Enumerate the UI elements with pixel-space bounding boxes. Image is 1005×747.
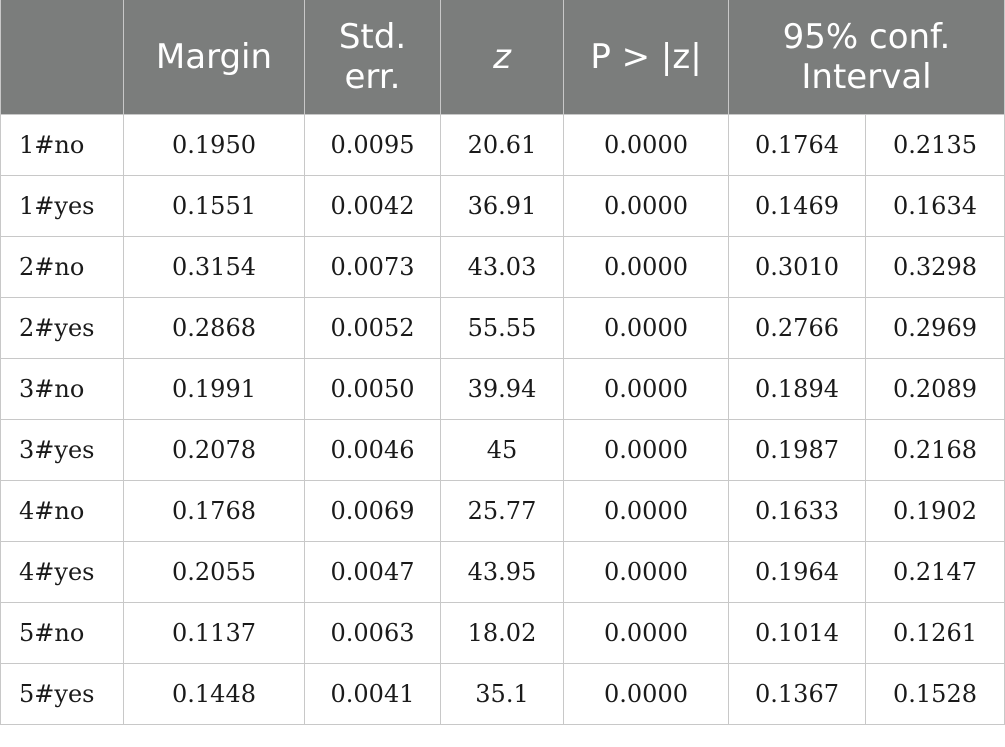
cell-std-err: 0.0073 xyxy=(304,235,441,298)
row-label: 2#yes xyxy=(0,296,124,359)
row-label: 5#yes xyxy=(0,662,124,725)
cell-ci-lower: 0.1469 xyxy=(728,174,866,237)
header-p-value: P > |z| xyxy=(563,0,729,115)
cell-z: 20.61 xyxy=(440,113,564,176)
row-label: 4#no xyxy=(0,479,124,542)
cell-p-value: 0.0000 xyxy=(563,479,729,542)
cell-ci-lower: 0.1014 xyxy=(728,601,866,664)
table-row: 3#yes 0.2078 0.0046 45 0.0000 0.1987 0.2168 xyxy=(0,418,1005,481)
cell-ci-upper: 0.2089 xyxy=(865,357,1005,420)
row-label: 2#no xyxy=(0,235,124,298)
cell-ci-lower: 0.1964 xyxy=(728,540,866,603)
row-label: 3#yes xyxy=(0,418,124,481)
cell-margin: 0.1137 xyxy=(123,601,305,664)
cell-std-err: 0.0047 xyxy=(304,540,441,603)
header-conf-interval: 95% conf. Interval xyxy=(728,0,1005,115)
row-label: 1#no xyxy=(0,113,124,176)
header-margin: Margin xyxy=(123,0,305,115)
table-row: 4#no 0.1768 0.0069 25.77 0.0000 0.1633 0.1902 xyxy=(0,479,1005,542)
cell-ci-upper: 0.3298 xyxy=(865,235,1005,298)
cell-p-value: 0.0000 xyxy=(563,662,729,725)
cell-z: 18.02 xyxy=(440,601,564,664)
table-row: 5#no 0.1137 0.0063 18.02 0.0000 0.1014 0.1261 xyxy=(0,601,1005,664)
table-body: 1#no 0.1950 0.0095 20.61 0.0000 0.1764 0.2135 1… xyxy=(0,113,1005,725)
cell-ci-lower: 0.1894 xyxy=(728,357,866,420)
cell-p-value: 0.0000 xyxy=(563,357,729,420)
table-row: 2#no 0.3154 0.0073 43.03 0.0000 0.3010 0.3298 xyxy=(0,235,1005,298)
margins-table: Margin Std. err. z P > |z| 95% conf. Int… xyxy=(0,0,1005,725)
cell-p-value: 0.0000 xyxy=(563,235,729,298)
cell-z: 45 xyxy=(440,418,564,481)
cell-margin: 0.1448 xyxy=(123,662,305,725)
cell-std-err: 0.0046 xyxy=(304,418,441,481)
cell-margin: 0.1950 xyxy=(123,113,305,176)
table-row: 4#yes 0.2055 0.0047 43.95 0.0000 0.1964 0.2147 xyxy=(0,540,1005,603)
cell-ci-lower: 0.1764 xyxy=(728,113,866,176)
table-row: 5#yes 0.1448 0.0041 35.1 0.0000 0.1367 0.1528 xyxy=(0,662,1005,725)
cell-z: 43.95 xyxy=(440,540,564,603)
cell-ci-lower: 0.1987 xyxy=(728,418,866,481)
cell-ci-upper: 0.2168 xyxy=(865,418,1005,481)
row-label: 5#no xyxy=(0,601,124,664)
cell-z: 39.94 xyxy=(440,357,564,420)
cell-margin: 0.1991 xyxy=(123,357,305,420)
header-row: Margin Std. err. z P > |z| 95% conf. Int… xyxy=(0,0,1005,115)
table-row: 3#no 0.1991 0.0050 39.94 0.0000 0.1894 0.2089 xyxy=(0,357,1005,420)
cell-ci-upper: 0.1261 xyxy=(865,601,1005,664)
table-header: Margin Std. err. z P > |z| 95% conf. Int… xyxy=(0,0,1005,115)
cell-margin: 0.2868 xyxy=(123,296,305,359)
cell-std-err: 0.0069 xyxy=(304,479,441,542)
header-z: z xyxy=(440,0,564,115)
cell-ci-upper: 0.2969 xyxy=(865,296,1005,359)
cell-std-err: 0.0052 xyxy=(304,296,441,359)
row-label: 1#yes xyxy=(0,174,124,237)
cell-p-value: 0.0000 xyxy=(563,174,729,237)
cell-ci-lower: 0.1367 xyxy=(728,662,866,725)
header-empty xyxy=(0,0,124,115)
cell-margin: 0.2078 xyxy=(123,418,305,481)
cell-p-value: 0.0000 xyxy=(563,113,729,176)
cell-std-err: 0.0041 xyxy=(304,662,441,725)
cell-margin: 0.3154 xyxy=(123,235,305,298)
cell-ci-upper: 0.2135 xyxy=(865,113,1005,176)
cell-z: 36.91 xyxy=(440,174,564,237)
table-row: 1#no 0.1950 0.0095 20.61 0.0000 0.1764 0.2135 xyxy=(0,113,1005,176)
cell-p-value: 0.0000 xyxy=(563,418,729,481)
cell-ci-lower: 0.1633 xyxy=(728,479,866,542)
cell-ci-upper: 0.1528 xyxy=(865,662,1005,725)
cell-p-value: 0.0000 xyxy=(563,296,729,359)
cell-z: 55.55 xyxy=(440,296,564,359)
table-row: 1#yes 0.1551 0.0042 36.91 0.0000 0.1469 0.1634 xyxy=(0,174,1005,237)
cell-z: 43.03 xyxy=(440,235,564,298)
cell-p-value: 0.0000 xyxy=(563,601,729,664)
cell-z: 25.77 xyxy=(440,479,564,542)
cell-z: 35.1 xyxy=(440,662,564,725)
header-std-err: Std. err. xyxy=(304,0,441,115)
cell-ci-upper: 0.1634 xyxy=(865,174,1005,237)
cell-std-err: 0.0095 xyxy=(304,113,441,176)
cell-margin: 0.1551 xyxy=(123,174,305,237)
cell-margin: 0.2055 xyxy=(123,540,305,603)
cell-std-err: 0.0050 xyxy=(304,357,441,420)
cell-margin: 0.1768 xyxy=(123,479,305,542)
cell-ci-lower: 0.2766 xyxy=(728,296,866,359)
cell-p-value: 0.0000 xyxy=(563,540,729,603)
cell-ci-upper: 0.1902 xyxy=(865,479,1005,542)
row-label: 4#yes xyxy=(0,540,124,603)
cell-std-err: 0.0063 xyxy=(304,601,441,664)
cell-std-err: 0.0042 xyxy=(304,174,441,237)
table-row: 2#yes 0.2868 0.0052 55.55 0.0000 0.2766 0.2969 xyxy=(0,296,1005,359)
cell-ci-upper: 0.2147 xyxy=(865,540,1005,603)
cell-ci-lower: 0.3010 xyxy=(728,235,866,298)
row-label: 3#no xyxy=(0,357,124,420)
